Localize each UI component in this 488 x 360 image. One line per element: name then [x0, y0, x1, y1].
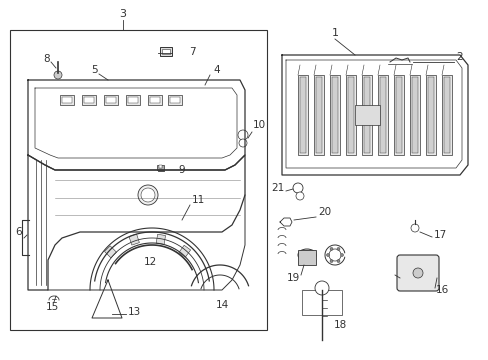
Bar: [104, 95, 118, 105]
Bar: [106, 97, 116, 103]
Circle shape: [141, 188, 155, 202]
Ellipse shape: [297, 249, 315, 261]
Circle shape: [295, 192, 304, 200]
Text: 5: 5: [91, 65, 98, 75]
Ellipse shape: [301, 251, 312, 259]
Bar: [162, 49, 170, 54]
Text: 4: 4: [213, 65, 219, 75]
Bar: [313, 75, 324, 155]
Bar: [168, 95, 182, 105]
Text: 16: 16: [435, 285, 448, 295]
Bar: [393, 75, 403, 155]
Circle shape: [238, 130, 247, 140]
Bar: [297, 75, 307, 155]
Circle shape: [329, 247, 332, 251]
Text: 11: 11: [192, 195, 205, 205]
Bar: [377, 75, 387, 155]
Text: 1: 1: [331, 28, 338, 38]
Circle shape: [292, 183, 303, 193]
Text: 9: 9: [178, 165, 184, 175]
Bar: [148, 95, 162, 105]
Bar: [361, 75, 371, 155]
Circle shape: [410, 224, 418, 232]
Text: 7: 7: [189, 47, 196, 57]
Text: 15: 15: [45, 302, 59, 312]
Bar: [82, 95, 96, 105]
Bar: [10, 30, 266, 330]
Text: 2: 2: [455, 52, 462, 62]
Bar: [427, 77, 433, 153]
Bar: [170, 97, 180, 103]
Text: 17: 17: [433, 230, 447, 240]
Bar: [159, 165, 162, 168]
Bar: [441, 75, 451, 155]
Bar: [411, 77, 417, 153]
Circle shape: [329, 260, 332, 262]
Bar: [443, 77, 449, 153]
Bar: [126, 95, 140, 105]
Text: 12: 12: [143, 257, 156, 267]
Text: 18: 18: [333, 320, 346, 330]
Circle shape: [336, 260, 339, 262]
Text: 19: 19: [286, 273, 299, 283]
Bar: [315, 77, 321, 153]
Text: 10: 10: [252, 120, 265, 130]
Bar: [379, 77, 385, 153]
Bar: [128, 97, 138, 103]
Text: 21: 21: [270, 183, 284, 193]
Bar: [160, 47, 172, 56]
Circle shape: [239, 139, 246, 147]
Bar: [363, 77, 369, 153]
Text: 13: 13: [128, 307, 141, 317]
Text: 6: 6: [15, 227, 22, 237]
Bar: [347, 77, 353, 153]
Circle shape: [412, 268, 422, 278]
Bar: [425, 75, 435, 155]
Bar: [150, 97, 160, 103]
Bar: [331, 77, 337, 153]
Bar: [104, 246, 116, 258]
Bar: [156, 234, 165, 244]
Text: 20: 20: [317, 207, 330, 217]
Bar: [60, 95, 74, 105]
Text: 3: 3: [119, 9, 126, 19]
Bar: [129, 234, 139, 245]
Bar: [395, 77, 401, 153]
Bar: [157, 165, 163, 170]
Circle shape: [326, 253, 329, 256]
Bar: [179, 245, 190, 257]
Bar: [297, 250, 315, 265]
Bar: [346, 75, 355, 155]
FancyBboxPatch shape: [396, 255, 438, 291]
Bar: [299, 77, 305, 153]
Circle shape: [314, 281, 328, 295]
Text: 14: 14: [215, 300, 228, 310]
Polygon shape: [92, 280, 122, 318]
Circle shape: [340, 253, 343, 256]
Circle shape: [54, 71, 62, 79]
Bar: [302, 290, 341, 315]
Bar: [329, 75, 339, 155]
Circle shape: [336, 247, 339, 251]
Bar: [409, 75, 419, 155]
Text: 8: 8: [43, 54, 50, 64]
Bar: [62, 97, 72, 103]
Bar: [84, 97, 94, 103]
Circle shape: [138, 185, 158, 205]
Bar: [354, 105, 379, 125]
